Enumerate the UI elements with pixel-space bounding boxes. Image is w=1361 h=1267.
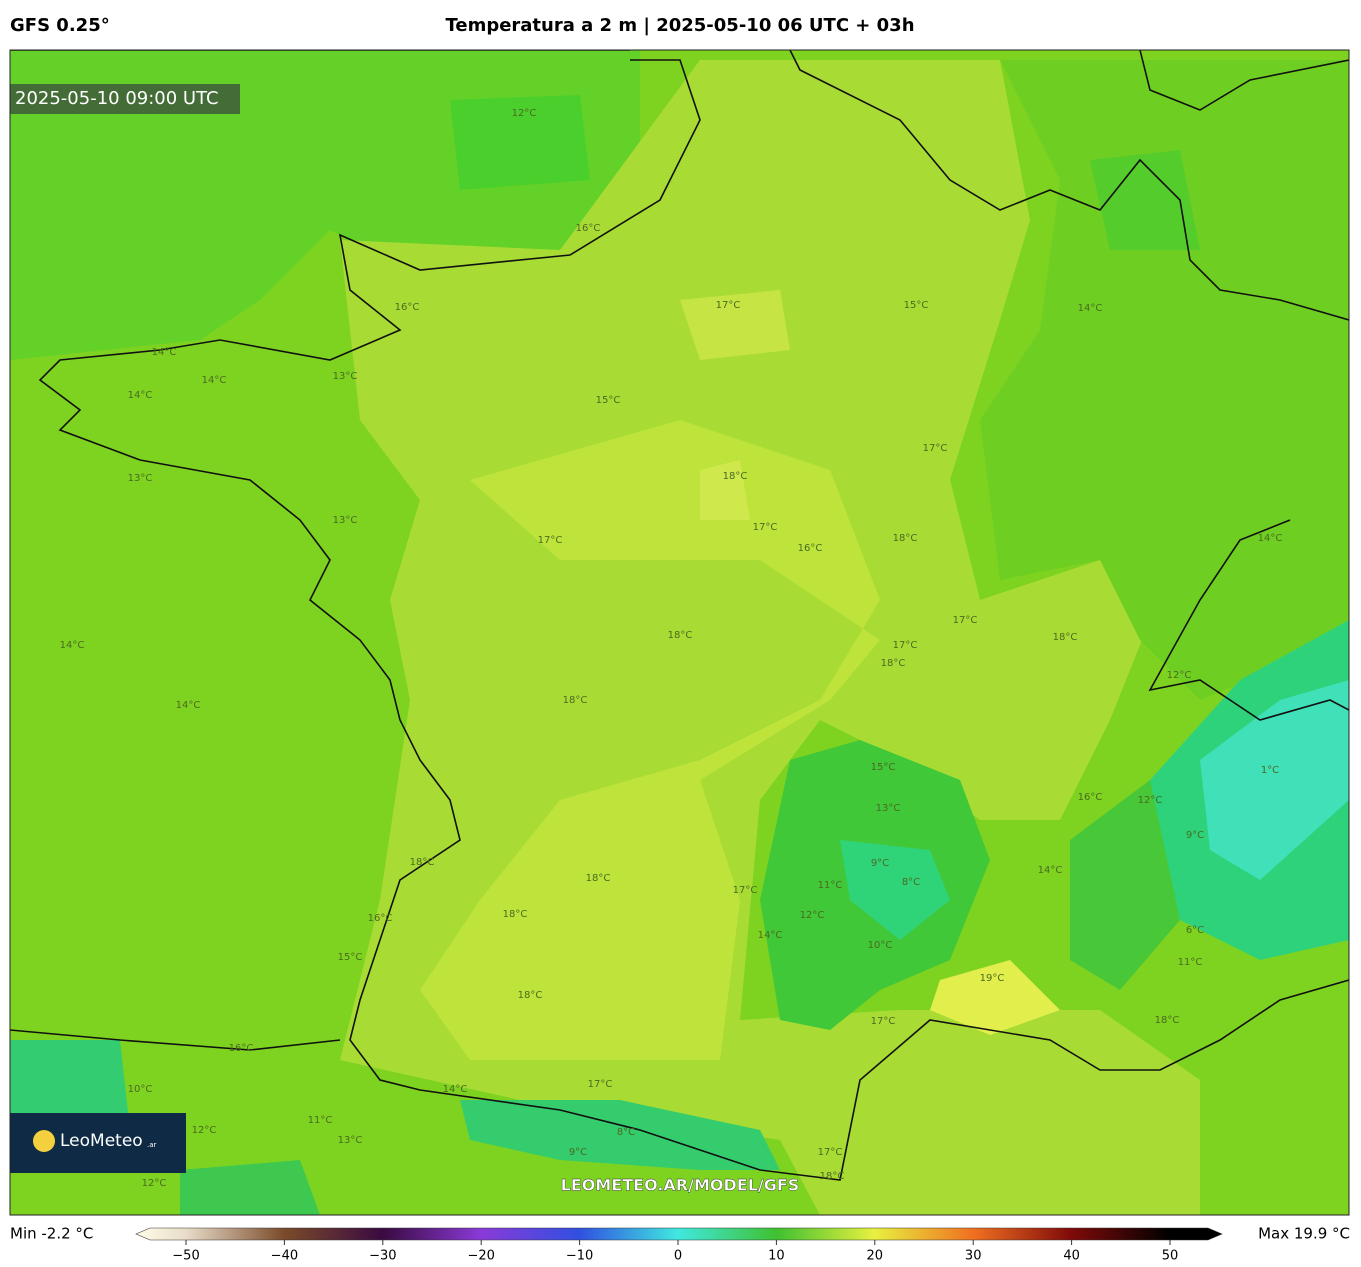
colorbar-tick-label: 0 [674, 1249, 682, 1264]
contour-label: 16°C [395, 302, 420, 313]
colorbar [135, 1227, 1223, 1241]
contour-label: 13°C [333, 515, 358, 526]
contour-label: 15°C [904, 300, 929, 311]
contour-label: 12°C [512, 108, 537, 119]
contour-label: 10°C [868, 940, 893, 951]
contour-label: 18°C [586, 873, 611, 884]
contour-label: 18°C [893, 533, 918, 544]
colorbar-tick-label: −40 [271, 1249, 298, 1264]
colorbar-tick-label: 10 [768, 1249, 785, 1264]
contour-label: 17°C [871, 1016, 896, 1027]
map: 12°C 16°C 17°C 16°C 15°C 14°C 14°C 14°C 14°C 13°C… [10, 50, 1349, 1215]
colorbar-tick-label: 20 [867, 1249, 884, 1264]
contour-label: 17°C [893, 640, 918, 651]
colorbar-tick-label: −50 [172, 1249, 199, 1264]
contour-label: 17°C [953, 615, 978, 626]
contour-label: 17°C [716, 300, 741, 311]
contour-label: 18°C [410, 857, 435, 868]
contour-label: 14°C [1078, 303, 1103, 314]
map-frame [9, 49, 1350, 1216]
contour-label: 13°C [338, 1135, 363, 1146]
contour-label: 13°C [876, 803, 901, 814]
map-title: Temperatura a 2 m | 2025-05-10 06 UTC + … [445, 15, 914, 36]
contour-label: 14°C [60, 640, 85, 651]
model-name: GFS 0.25° [10, 15, 110, 36]
logo: LeoMeteo [60, 1131, 143, 1151]
valid-time: 2025-05-10 09:00 UTC [15, 88, 219, 109]
contour-label: 16°C [368, 913, 393, 924]
contour-label: 15°C [596, 395, 621, 406]
max-label: Max 19.9 °C [1258, 1225, 1350, 1243]
contour-label: 18°C [518, 990, 543, 1001]
min-label: Min -2.2 °C [10, 1225, 93, 1243]
contour-label: 18°C [820, 1171, 845, 1182]
contour-label: 9°C [871, 858, 889, 869]
contour-label: 17°C [818, 1147, 843, 1158]
contour-label: 14°C [758, 930, 783, 941]
contour-label: 12°C [192, 1125, 217, 1136]
contour-label: 14°C [443, 1084, 468, 1095]
contour-label: 11°C [308, 1115, 333, 1126]
colorbar-tick-label: −20 [467, 1249, 494, 1264]
contour-label: 19°C [980, 973, 1005, 984]
colorbar-tick-label: −10 [566, 1249, 593, 1264]
contour-label: 18°C [1053, 632, 1078, 643]
contour-label: 12°C [800, 910, 825, 921]
contour-label: 14°C [1038, 865, 1063, 876]
colorbar-tick-label: −30 [369, 1249, 396, 1264]
contour-label: 18°C [668, 630, 693, 641]
contour-label: 13°C [333, 371, 358, 382]
contour-label: 16°C [229, 1043, 254, 1054]
contour-label: 16°C [1078, 792, 1103, 803]
contour-label: 17°C [923, 443, 948, 454]
contour-label: 15°C [338, 952, 363, 963]
contour-label: 12°C [1167, 670, 1192, 681]
colorbar-tick-label: 40 [1063, 1249, 1080, 1264]
contour-label: 18°C [503, 909, 528, 920]
logo-suffix: .ar [147, 1141, 157, 1149]
contour-label: 8°C [617, 1127, 635, 1138]
contour-label: 15°C [871, 762, 896, 773]
contour-label: 17°C [538, 535, 563, 546]
contour-label: 18°C [563, 695, 588, 706]
colorbar-tick-label: 50 [1162, 1249, 1179, 1264]
contour-label: 9°C [569, 1147, 587, 1158]
contour-label: 11°C [818, 880, 843, 891]
contour-label: 17°C [753, 522, 778, 533]
contour-label: 12°C [142, 1178, 167, 1189]
contour-label: 1°C [1261, 765, 1279, 776]
contour-label: 11°C [1178, 957, 1203, 968]
contour-label: 6°C [1186, 925, 1204, 936]
contour-label: 14°C [1258, 533, 1283, 544]
contour-label: 14°C [152, 347, 177, 358]
contour-label: 14°C [202, 375, 227, 386]
contour-label: 10°C [128, 1084, 153, 1095]
contour-label: 18°C [723, 471, 748, 482]
contour-label: 16°C [798, 543, 823, 554]
contour-label: 17°C [733, 885, 758, 896]
contour-label: 18°C [1155, 1015, 1180, 1026]
contour-label: 17°C [588, 1079, 613, 1090]
contour-label: 9°C [1186, 830, 1204, 841]
contour-label: 14°C [176, 700, 201, 711]
contour-label: 16°C [576, 223, 601, 234]
contour-label: 13°C [128, 473, 153, 484]
contour-label: 14°C [128, 390, 153, 401]
watermark: LEOMETEO.AR/MODEL/GFS [561, 1176, 800, 1195]
contour-label: 8°C [902, 877, 920, 888]
contour-label: 18°C [881, 658, 906, 669]
colorbar-tick-label: 30 [965, 1249, 982, 1264]
contour-label: 12°C [1138, 795, 1163, 806]
